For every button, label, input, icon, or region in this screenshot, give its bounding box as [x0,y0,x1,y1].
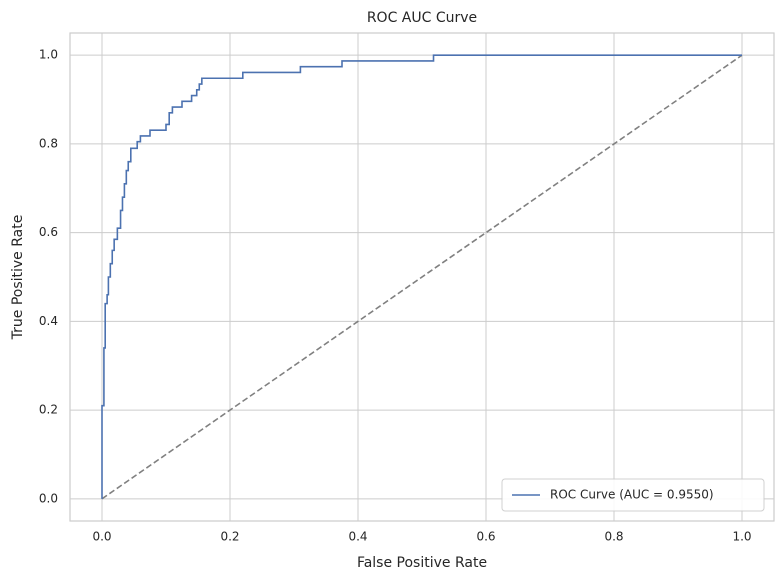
x-tick-label: 0.6 [476,530,495,544]
y-tick-label: 1.0 [39,48,58,62]
x-tick-label: 0.8 [604,530,623,544]
legend [501,478,765,512]
y-tick-label: 0.2 [39,403,58,417]
line [101,54,742,499]
chart-title: ROC AUC Curve [367,10,477,26]
x-tick-label: 0.0 [92,530,111,544]
line [101,54,743,500]
y-tick-label: 0.0 [39,491,58,505]
x-tick-label: 0.4 [348,530,367,544]
y-tick-label: 0.6 [39,225,58,239]
x-tick-label: 1.0 [732,530,751,544]
y-axis-label: True Positive Rate [10,215,26,341]
y-tick-label: 0.4 [39,314,58,328]
y-tick-label: 0.8 [39,136,58,150]
x-tick-label: 0.2 [220,530,239,544]
legend-label: ROC Curve (AUC = 0.9550) [550,488,714,502]
x-axis-label: False Positive Rate [357,555,487,571]
